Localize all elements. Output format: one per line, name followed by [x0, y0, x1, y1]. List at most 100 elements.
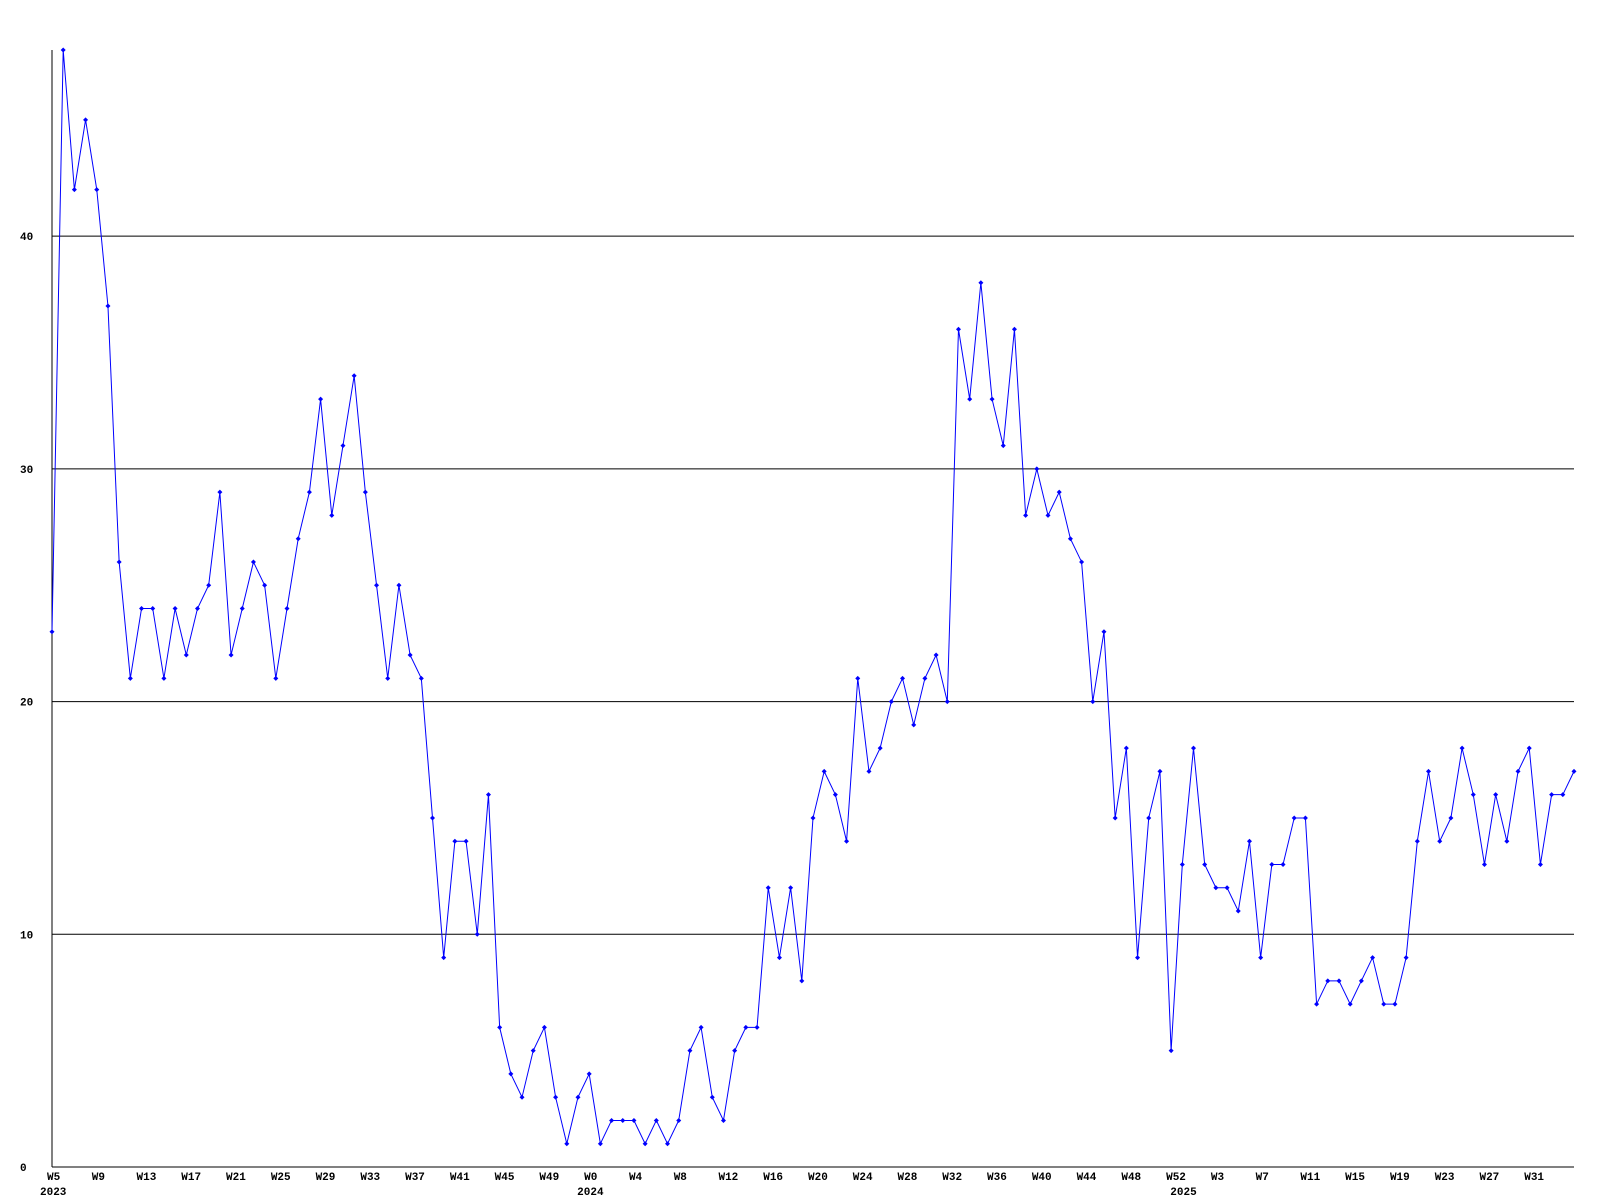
data-point [318, 396, 324, 402]
x-tick-label: W7 [1256, 1172, 1269, 1184]
y-tick-label: 10 [20, 930, 33, 942]
data-point [1459, 745, 1465, 751]
x-tick-label: W44 [1077, 1172, 1097, 1184]
data-point [474, 931, 480, 937]
data-point [1056, 489, 1062, 495]
data-point [497, 1024, 503, 1030]
data-point [866, 768, 872, 774]
data-point [832, 792, 838, 798]
data-point [396, 582, 402, 588]
data-point [1034, 466, 1040, 472]
data-point [1302, 815, 1308, 821]
data-point [1280, 861, 1286, 867]
x-tick-label: W36 [987, 1172, 1007, 1184]
data-point [1179, 861, 1185, 867]
data-point [687, 1048, 693, 1054]
data-point [105, 303, 111, 309]
data-point [1526, 745, 1532, 751]
year-label: 2025 [1170, 1187, 1197, 1199]
data-point [1079, 559, 1085, 565]
data-point [1493, 792, 1499, 798]
data-point [1358, 978, 1364, 984]
x-tick-label: W9 [92, 1172, 105, 1184]
data-point [60, 47, 66, 53]
data-point [1504, 838, 1510, 844]
data-point [1112, 815, 1118, 821]
data-point [1146, 815, 1152, 821]
data-point [844, 838, 850, 844]
x-tick-label: W17 [181, 1172, 201, 1184]
data-point [922, 675, 928, 681]
data-point [206, 582, 212, 588]
data-point [71, 187, 77, 193]
data-point [564, 1141, 570, 1147]
data-point [172, 606, 178, 611]
data-point [541, 1024, 547, 1030]
y-tick-label: 30 [20, 465, 33, 477]
x-tick-label: W0 [584, 1172, 597, 1184]
data-point [620, 1117, 626, 1123]
x-tick-label: W8 [674, 1172, 688, 1184]
x-tick-label: W19 [1390, 1172, 1410, 1184]
data-point [1123, 745, 1129, 751]
data-point [1537, 861, 1543, 867]
data-point [754, 1024, 760, 1030]
data-point [967, 396, 973, 402]
x-tick-label: W29 [316, 1172, 336, 1184]
x-tick-label: W15 [1345, 1172, 1365, 1184]
y-tick-label: 0 [20, 1163, 27, 1175]
data-point [1191, 745, 1196, 751]
data-point [933, 652, 939, 658]
x-tick-label: W28 [898, 1172, 918, 1184]
data-point [665, 1141, 671, 1147]
data-point [1437, 838, 1443, 844]
x-tick-label: W25 [271, 1172, 291, 1184]
data-point [519, 1094, 525, 1100]
data-point [150, 606, 156, 611]
data-point [765, 885, 771, 891]
data-point [183, 652, 189, 658]
data-point [1168, 1048, 1174, 1054]
data-line [51, 49, 1575, 1146]
data-point [217, 489, 223, 495]
data-point [1135, 955, 1141, 961]
data-point [553, 1094, 559, 1100]
data-point [306, 489, 312, 495]
data-point [116, 559, 122, 565]
data-point [799, 978, 805, 984]
x-tick-label: W31 [1524, 1172, 1544, 1184]
year-label: 2024 [577, 1187, 604, 1199]
data-point [1347, 1001, 1353, 1007]
y-tick-label: 20 [20, 698, 33, 710]
data-point [698, 1024, 704, 1030]
data-point [989, 396, 995, 402]
data-point [709, 1094, 715, 1100]
x-tick-label: W13 [137, 1172, 157, 1184]
data-point [1560, 792, 1566, 798]
data-point [1470, 792, 1476, 798]
data-point [284, 606, 290, 611]
data-point [1157, 768, 1163, 774]
data-point [955, 326, 961, 332]
data-point [407, 652, 413, 658]
data-point [194, 606, 200, 611]
y-tick-label: 40 [20, 232, 33, 244]
x-tick-label: W4 [629, 1172, 643, 1184]
x-tick-label: W24 [853, 1172, 873, 1184]
x-tick-label: W23 [1435, 1172, 1455, 1184]
x-tick-label: W5 [47, 1172, 61, 1184]
x-tick-label: W20 [808, 1172, 828, 1184]
x-tick-label: W48 [1121, 1172, 1141, 1184]
data-point [1067, 536, 1073, 542]
x-tick-label: W33 [360, 1172, 380, 1184]
data-point [374, 582, 380, 588]
data-point [1370, 955, 1376, 961]
data-point [1426, 768, 1432, 774]
data-point [1549, 792, 1555, 798]
data-point [1291, 815, 1297, 821]
data-point [877, 745, 883, 751]
data-point [239, 606, 245, 611]
data-point [329, 512, 335, 518]
x-tick-label: W52 [1166, 1172, 1186, 1184]
data-point [1202, 861, 1208, 867]
